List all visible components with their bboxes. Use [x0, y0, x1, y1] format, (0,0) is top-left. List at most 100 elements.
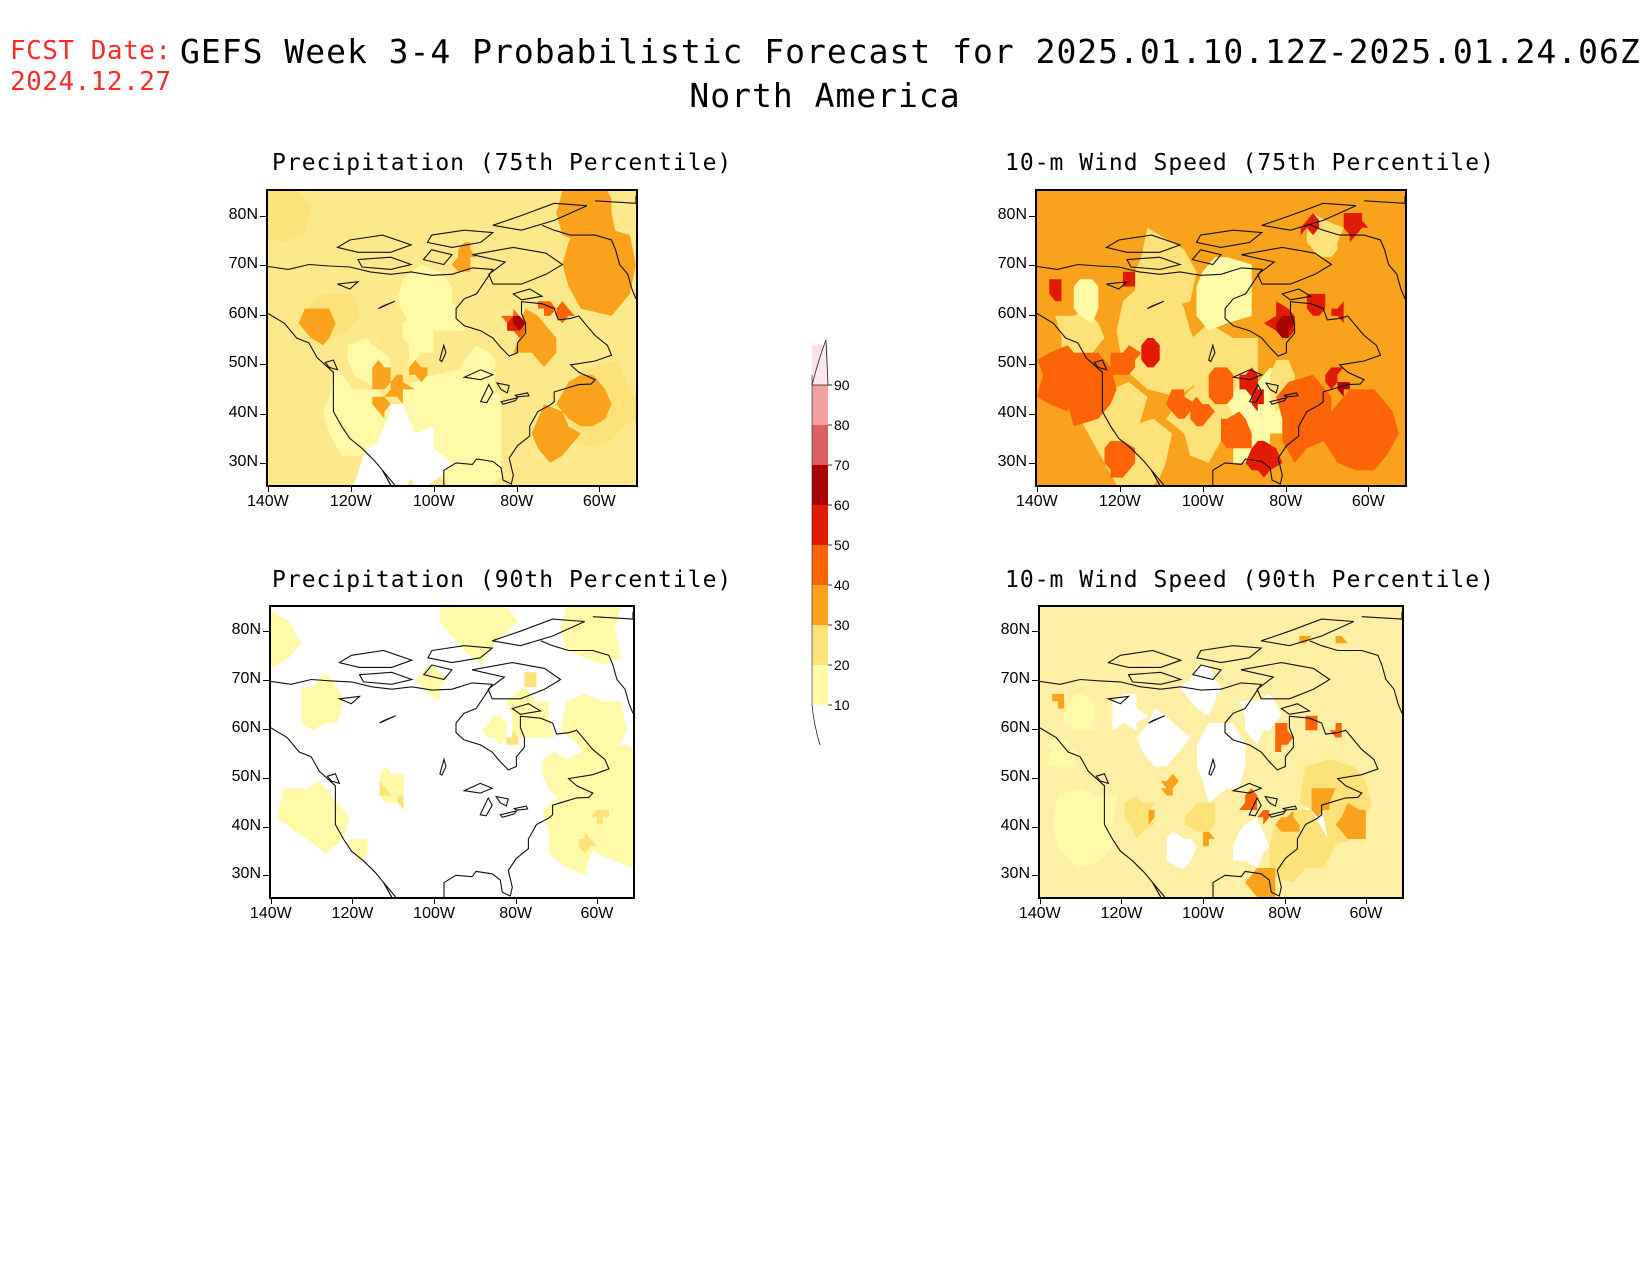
- lat-label: 40N: [231, 816, 261, 834]
- lon-label: 60W: [582, 493, 616, 510]
- probability-patch: [458, 345, 495, 405]
- panel-title-precip75: Precipitation (75th Percentile): [272, 150, 733, 176]
- coastline-island: [492, 202, 588, 231]
- coastline-baja: [383, 882, 397, 897]
- probability-hotspot: [1276, 315, 1295, 338]
- lon-label: 100W: [413, 905, 455, 922]
- lon-tick: [599, 487, 601, 492]
- lat-tick: [1032, 680, 1038, 682]
- probability-patch: [1184, 802, 1215, 832]
- coastline-island: [422, 249, 453, 266]
- coastline-island: [492, 618, 585, 647]
- colorbar-label: 80: [834, 417, 850, 433]
- map-wind90: [1038, 605, 1404, 899]
- lake-outline: [1147, 300, 1165, 310]
- main-title: GEFS Week 3-4 Probabilistic Forecast for…: [180, 32, 1641, 71]
- coastline-island: [1280, 703, 1312, 715]
- lake-outline: [1269, 396, 1288, 405]
- lat-tick: [263, 826, 269, 828]
- colorbar-label: 40: [834, 577, 850, 593]
- probability-hotspot: [556, 301, 575, 324]
- lake-outline: [1248, 383, 1263, 404]
- lon-tick: [515, 899, 517, 904]
- lat-tick: [1032, 826, 1038, 828]
- lat-label: 60N: [231, 719, 261, 737]
- probability-patch: [1046, 737, 1077, 767]
- colorbar-swatch: [812, 665, 828, 705]
- coastline-island: [427, 645, 494, 664]
- lake-outline: [1148, 715, 1165, 724]
- probability-hotspot: [1104, 440, 1136, 478]
- panel-title-wind75: 10-m Wind Speed (75th Percentile): [1005, 150, 1495, 176]
- lake-outline: [1106, 695, 1131, 705]
- coastline-baja: [382, 469, 396, 485]
- map-precip90: [269, 605, 635, 899]
- lat-tick: [260, 314, 266, 316]
- lon-label: 80W: [1269, 493, 1303, 510]
- colorbar-swatch: [812, 625, 828, 665]
- colorbar-label: 10: [834, 697, 850, 713]
- lat-tick: [263, 680, 269, 682]
- probability-patch: [560, 694, 627, 767]
- lat-label: 50N: [997, 354, 1027, 372]
- colorbar-swatch: [812, 545, 828, 585]
- probability-patch: [323, 367, 391, 456]
- lake-outline: [337, 695, 362, 705]
- probability-hotspot: [524, 672, 537, 687]
- coastline-west: [1037, 313, 1161, 485]
- map-precip90-svg: [271, 607, 633, 897]
- probability-patch: [1136, 708, 1191, 767]
- lon-label: 140W: [1018, 905, 1061, 922]
- coastline-island: [471, 662, 562, 700]
- probability-patch: [298, 308, 336, 346]
- colorbar-legend: 10 20 30 40 50 60 70 80 90: [800, 330, 890, 750]
- coastline-greenland: [540, 640, 633, 714]
- lake-outline: [1208, 343, 1216, 363]
- probability-patch: [402, 315, 434, 368]
- coastline-east: [1040, 678, 1379, 897]
- lake-outline: [495, 382, 510, 394]
- lake-outline: [1268, 810, 1287, 818]
- coastline-island: [324, 359, 339, 371]
- coastline-island: [358, 671, 414, 685]
- coastline-island: [1281, 288, 1313, 301]
- coastline-greenland: [1310, 224, 1405, 300]
- lon-tick: [1121, 899, 1123, 904]
- probability-patch: [301, 672, 344, 731]
- coastline-island: [1196, 645, 1263, 664]
- probability-hotspot: [1335, 802, 1366, 839]
- coastline-island: [1195, 229, 1264, 248]
- lat-tick: [1029, 265, 1035, 267]
- lat-label: 40N: [1000, 816, 1030, 834]
- probability-patch: [277, 781, 350, 854]
- probability-hotspot: [1165, 389, 1197, 419]
- coastline-island: [1261, 618, 1354, 647]
- lake-outline: [1283, 392, 1299, 398]
- lat-label: 50N: [228, 354, 258, 372]
- colorbar-svg: 10 20 30 40 50 60 70 80 90: [811, 339, 850, 746]
- probability-patch: [531, 404, 581, 463]
- coastline-island: [326, 773, 341, 785]
- lon-tick: [1284, 899, 1286, 904]
- probability-patch: [1073, 279, 1099, 324]
- lon-tick: [352, 899, 354, 904]
- coastline-island: [1127, 671, 1183, 685]
- probability-hotspot: [1275, 810, 1300, 832]
- probability-hotspot: [506, 730, 519, 745]
- lon-label: 120W: [1100, 905, 1143, 922]
- probability-hotspot: [1245, 440, 1283, 478]
- probability-hotspot: [537, 301, 557, 316]
- coastline-island: [337, 649, 414, 668]
- probability-hotspot: [1305, 715, 1318, 731]
- coastline-east: [268, 263, 613, 485]
- lat-label: 30N: [997, 453, 1027, 471]
- lon-tick: [434, 899, 436, 904]
- lake-outline: [1248, 796, 1262, 817]
- lon-tick: [1039, 899, 1041, 904]
- colorbar-swatch: [812, 465, 828, 505]
- lat-label: 60N: [1000, 719, 1030, 737]
- probability-patch: [556, 191, 618, 243]
- lon-label: 120W: [1098, 493, 1141, 510]
- colorbar-label: 30: [834, 617, 850, 633]
- coastline-island: [426, 229, 495, 248]
